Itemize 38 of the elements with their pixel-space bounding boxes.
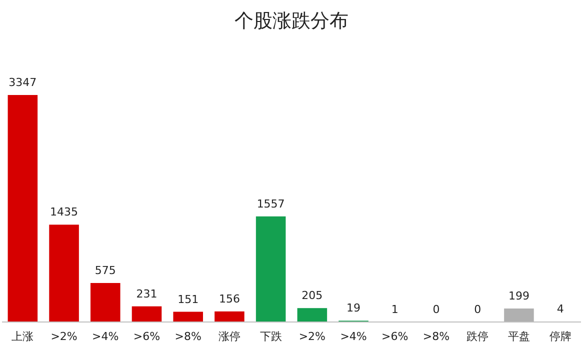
bar [90,283,120,322]
x-tick-label: 停牌 [549,330,572,343]
x-tick-label: 涨停 [218,330,240,343]
x-tick-label: 上涨 [12,330,34,343]
data-label: 1557 [256,197,285,210]
data-label: 1435 [50,206,78,219]
x-tick-label: >6% [133,330,160,343]
data-label: 156 [218,292,240,306]
data-label: 19 [346,302,361,315]
bar [49,224,79,322]
bar [132,306,162,322]
data-label: 3347 [8,76,37,89]
data-label: 575 [94,264,116,277]
chart-title: 个股涨跌分布 [234,10,348,32]
bar [214,311,244,322]
data-label: 1 [391,302,398,316]
bar [8,95,38,322]
x-tick-label: 下跌 [260,330,282,343]
x-tick-label: >2% [298,330,326,343]
data-label: 231 [136,287,158,300]
bar [173,312,203,322]
x-tick-label: 平盘 [508,330,530,343]
data-label: 205 [302,289,323,302]
x-tick-label: >4% [340,330,367,343]
bar [256,216,286,322]
data-label: 199 [508,290,530,303]
bar [504,308,534,322]
x-tick-label: >8% [422,330,450,343]
x-tick-label: >8% [174,330,202,343]
data-label: 0 [474,303,482,316]
data-label: 151 [178,292,199,306]
x-tick-label: >4% [92,330,119,343]
data-label: 4 [556,302,564,316]
data-label: 0 [432,303,440,316]
x-tick-label: >6% [382,330,408,343]
x-tick-label: >2% [50,330,78,343]
x-tick-label: 跌停 [466,330,489,343]
bar [297,308,328,322]
